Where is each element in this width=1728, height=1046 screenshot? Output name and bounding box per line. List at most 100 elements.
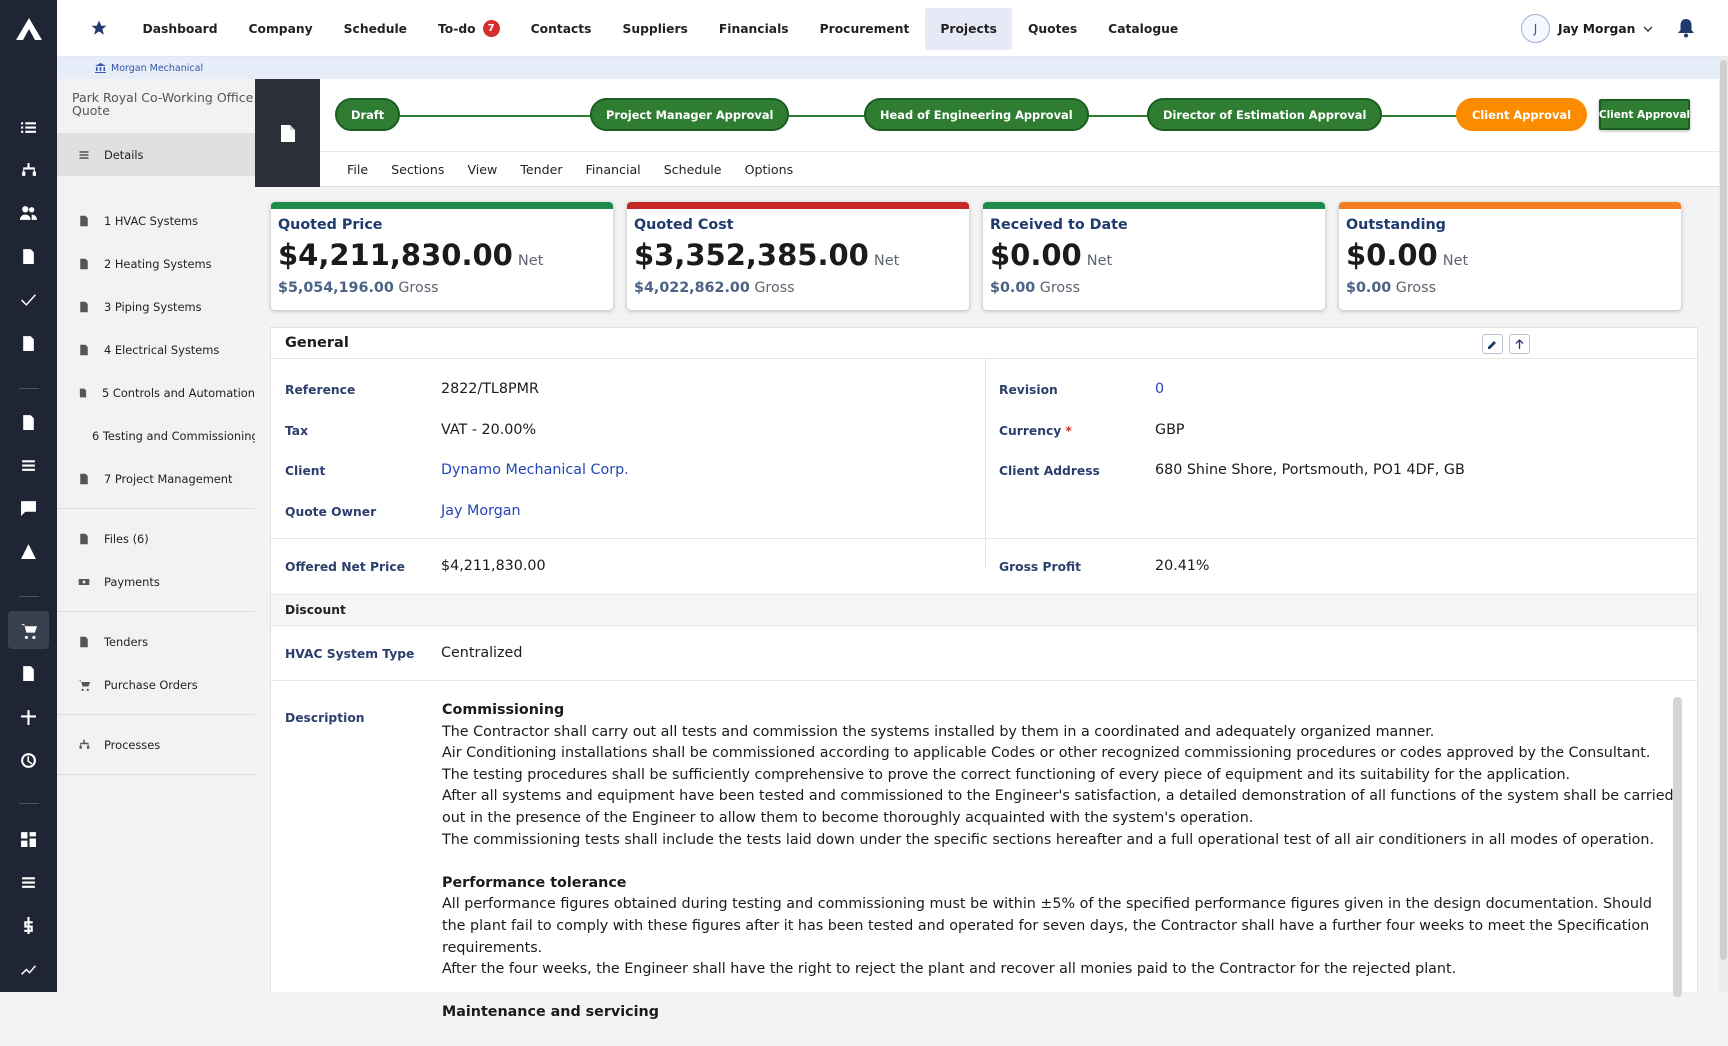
tab[interactable]: Options <box>745 162 794 177</box>
nav-item[interactable]: Schedule <box>328 8 422 50</box>
sidebar-item[interactable]: 5 Controls and Automation <box>57 371 255 414</box>
icon <box>20 752 37 769</box>
icon <box>20 917 37 934</box>
field-label: HVAC System Type <box>285 647 414 661</box>
card-gross: Gross <box>754 280 794 296</box>
rail-icon[interactable] <box>8 611 49 649</box>
rail-icon[interactable] <box>8 280 49 318</box>
field-label: Quote Owner <box>285 505 376 519</box>
rail-icon[interactable] <box>8 194 49 232</box>
sidebar-item[interactable]: Tenders <box>57 620 255 663</box>
tab[interactable]: Tender <box>520 162 562 177</box>
nav-item[interactable]: Company <box>233 8 328 50</box>
nav-item[interactable]: Contacts <box>515 8 607 50</box>
rail-icon[interactable] <box>8 863 49 901</box>
sidebar-item[interactable]: 1 HVAC Systems <box>57 199 255 242</box>
rail-icon[interactable] <box>8 108 49 146</box>
rail-icon[interactable] <box>8 324 49 362</box>
icon-shape <box>80 344 88 355</box>
sidebar-item[interactable]: Payments <box>57 560 255 603</box>
card-gross: Gross <box>1040 280 1080 296</box>
rail-icon[interactable] <box>8 698 49 736</box>
rail-icon[interactable] <box>8 950 49 988</box>
sidebar-item[interactable]: Details <box>57 133 255 176</box>
sidebar-item[interactable]: 3 Piping Systems <box>57 285 255 328</box>
tab[interactable]: Financial <box>586 162 641 177</box>
card-amount: $0.00 <box>1346 238 1438 272</box>
nav-item[interactable]: Projects <box>925 8 1013 50</box>
tab[interactable]: View <box>467 162 497 177</box>
field-value: Centralized <box>441 645 522 661</box>
nav-item[interactable]: Suppliers <box>607 8 703 50</box>
divider <box>271 680 1697 681</box>
breadcrumb-link[interactable]: Morgan Mechanical <box>111 63 203 74</box>
card-net: Net <box>874 253 899 269</box>
rail-icon[interactable] <box>8 151 49 189</box>
icon-shape <box>80 301 88 312</box>
summary-card: Received to Date$0.00Net$0.00 Gross <box>983 202 1325 310</box>
rail-icon[interactable] <box>8 654 49 692</box>
sidebar-item[interactable]: 4 Electrical Systems <box>57 328 255 371</box>
nav-item[interactable]: Financials <box>703 8 804 50</box>
icon <box>20 291 37 308</box>
quote-title: Park Royal Co-Working Office Quote <box>57 79 255 133</box>
sidebar-label: 1 HVAC Systems <box>104 214 198 228</box>
sidebar-item[interactable]: 7 Project Management <box>57 457 255 500</box>
approve-button[interactable]: Client Approval <box>1599 99 1690 130</box>
icon <box>78 215 90 227</box>
sidebar-item[interactable]: 2 Heating Systems <box>57 242 255 285</box>
section-heading: Commissioning <box>442 700 1674 722</box>
field-value[interactable]: Jay Morgan <box>441 503 521 519</box>
workflow-step[interactable]: Project Manager Approval <box>590 98 789 131</box>
card-net: Net <box>1087 253 1112 269</box>
tab[interactable]: File <box>347 162 368 177</box>
icon <box>20 457 37 474</box>
card-gross: Gross <box>398 280 438 296</box>
sidebar-item[interactable]: Purchase Orders <box>57 663 255 706</box>
tab[interactable]: Sections <box>391 162 444 177</box>
edit-icon <box>1487 339 1498 350</box>
rail-icon[interactable] <box>8 446 49 484</box>
icon-shape <box>80 215 88 226</box>
document-tab[interactable] <box>255 79 320 187</box>
tab[interactable]: Schedule <box>664 162 722 177</box>
icon-shape <box>21 294 36 306</box>
sidebar-item[interactable]: 6 Testing and Commissioning <box>57 414 255 457</box>
workflow-step[interactable]: Director of Estimation Approval <box>1147 98 1382 131</box>
favorite-star[interactable] <box>90 19 108 37</box>
nav-item[interactable]: Catalogue <box>1093 8 1194 50</box>
notifications[interactable] <box>1677 18 1695 38</box>
rail-icon[interactable] <box>8 906 49 944</box>
sidebar-label: 7 Project Management <box>104 472 233 486</box>
sidebar-item[interactable]: Files (6) <box>57 517 255 560</box>
nav-item[interactable]: To-do7 <box>423 8 516 50</box>
rail-icon[interactable] <box>8 820 49 858</box>
rail-icon[interactable] <box>8 532 49 570</box>
nav-item[interactable]: Procurement <box>804 8 925 50</box>
rail-icon[interactable] <box>8 489 49 527</box>
rail-icon[interactable] <box>8 237 49 275</box>
icon-shape <box>21 544 36 559</box>
sidebar-label: 5 Controls and Automation <box>102 386 255 400</box>
nav-label: Quotes <box>1028 22 1077 36</box>
card-amount: $4,211,830.00 <box>278 238 513 272</box>
workflow-step[interactable]: Draft <box>335 98 400 131</box>
document-icon <box>280 124 296 143</box>
sidebar-item[interactable]: Processes <box>57 723 255 766</box>
rail-icon[interactable] <box>8 403 49 441</box>
scroll-thumb[interactable] <box>1720 60 1727 960</box>
nav-item[interactable]: Quotes <box>1012 8 1092 50</box>
workflow-step[interactable]: Head of Engineering Approval <box>864 98 1089 131</box>
avatar: J <box>1521 14 1550 43</box>
nav-item[interactable]: Dashboard <box>127 8 233 50</box>
description-scrollbar[interactable] <box>1673 697 1682 997</box>
user-menu[interactable]: J Jay Morgan <box>1521 14 1653 43</box>
field-value[interactable]: 0 <box>1155 381 1164 397</box>
collapse-button[interactable] <box>1509 334 1530 354</box>
card-accent <box>983 202 1325 209</box>
workflow-step[interactable]: Client Approval <box>1456 98 1587 131</box>
edit-button[interactable] <box>1482 334 1503 354</box>
logo[interactable] <box>0 0 57 57</box>
rail-icon[interactable] <box>8 741 49 779</box>
field-value[interactable]: Dynamo Mechanical Corp. <box>441 462 629 478</box>
